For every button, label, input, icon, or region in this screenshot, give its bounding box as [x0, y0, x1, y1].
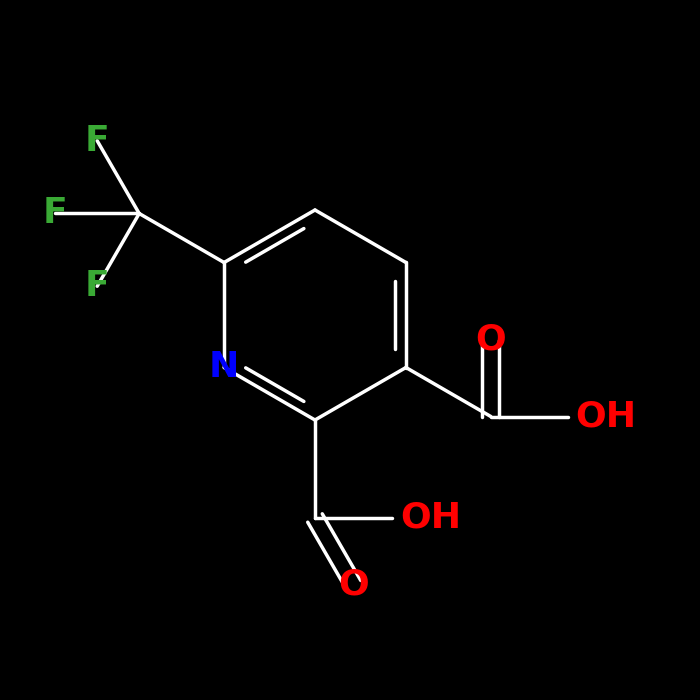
Text: F: F [43, 197, 68, 230]
Text: OH: OH [400, 501, 461, 535]
Text: F: F [85, 124, 110, 158]
Text: O: O [338, 568, 369, 602]
Text: O: O [475, 323, 506, 356]
Text: OH: OH [575, 400, 637, 433]
Text: N: N [209, 351, 239, 384]
Text: F: F [85, 270, 110, 303]
